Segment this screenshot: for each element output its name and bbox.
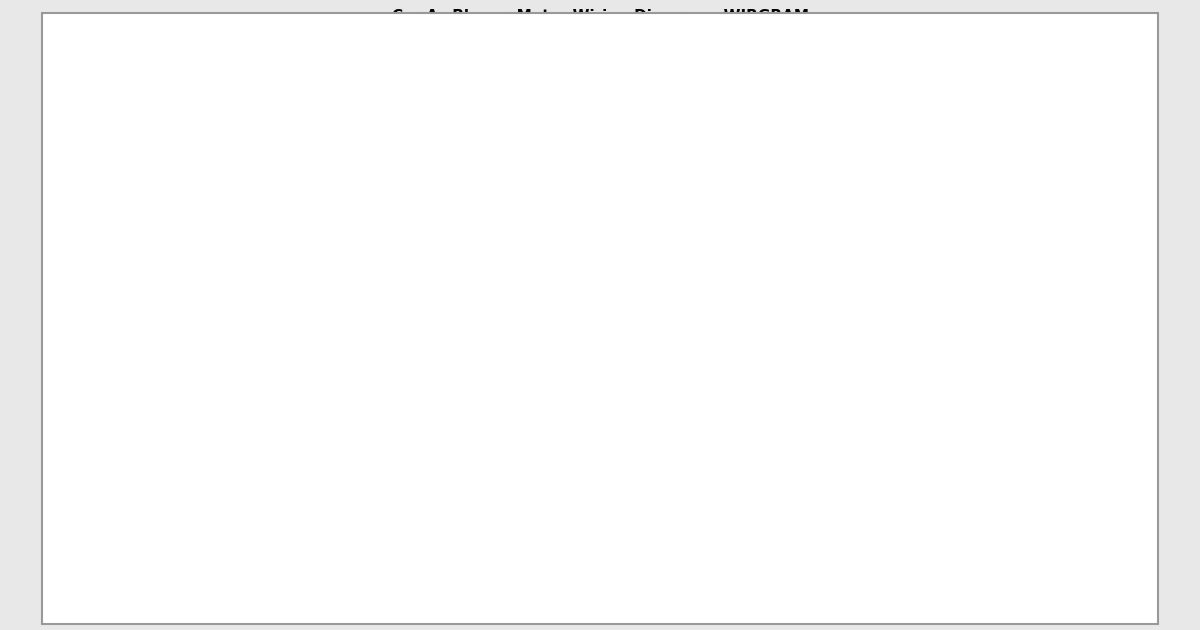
Bar	[560, 125, 576, 140]
Text: L1: L1	[355, 212, 370, 222]
Bar	[691, 422, 708, 437]
Bar	[335, 57, 454, 189]
Text: R: R	[730, 150, 739, 163]
Text: L1: L1	[511, 226, 526, 236]
Text: ELECTRIC HEATER: ELECTRIC HEATER	[721, 253, 846, 266]
Bar	[712, 77, 900, 165]
Bar	[445, 78, 461, 94]
Bar	[673, 437, 893, 559]
Bar	[880, 300, 893, 318]
Bar	[510, 203, 526, 219]
Text: L2: L2	[542, 230, 556, 240]
Bar	[520, 212, 530, 227]
Text: C: C	[460, 153, 468, 163]
Text: L2: L2	[542, 226, 556, 236]
Bar	[502, 212, 512, 227]
Text: Car Ac Blower Motor Wiring Diagram - WIRGRAM: Car Ac Blower Motor Wiring Diagram - WIR…	[391, 9, 809, 23]
Text: M4: M4	[839, 527, 857, 537]
Bar	[880, 357, 893, 375]
Bar	[346, 448, 505, 556]
Text: FAN RELAY: FAN RELAY	[388, 566, 463, 580]
Bar	[736, 559, 750, 575]
Text: THERMOSTAT: THERMOSTAT	[760, 59, 853, 72]
Text: TRANSFORMER: TRANSFORMER	[341, 38, 448, 51]
Bar	[326, 88, 342, 103]
Text: Y: Y	[848, 150, 857, 163]
Text: W: W	[806, 150, 820, 163]
Bar	[803, 97, 823, 128]
Text: SEQUENCER: SEQUENCER	[768, 482, 852, 495]
Text: L2: L2	[388, 212, 403, 222]
Bar	[499, 64, 569, 203]
Text: NO: NO	[457, 540, 478, 553]
Bar	[882, 97, 901, 128]
Text: C: C	[887, 150, 896, 163]
Bar	[673, 273, 893, 403]
Bar	[840, 422, 857, 437]
Text: G: G	[768, 150, 779, 163]
Text: L2: L2	[541, 214, 557, 224]
Bar	[370, 556, 384, 571]
Text: NC: NC	[413, 540, 431, 553]
Circle shape	[286, 259, 503, 476]
Bar	[692, 559, 706, 575]
Text: 24 VOLT: 24 VOLT	[694, 475, 704, 522]
Bar	[541, 46, 557, 64]
Bar	[401, 556, 415, 571]
Bar	[367, 481, 385, 507]
Circle shape	[684, 357, 702, 375]
Text: L1: L1	[511, 230, 526, 240]
Text: 24 VOLTS OUT: 24 VOLTS OUT	[419, 93, 428, 153]
Text: 208/240 VOLTS IN: 208/240 VOLTS IN	[360, 85, 368, 161]
Text: M1: M1	[758, 457, 778, 467]
Text: INDOOR BLOWER MOTOR: INDOOR BLOWER MOTOR	[316, 362, 472, 372]
Bar	[560, 88, 576, 103]
Text: M3: M3	[839, 457, 857, 467]
Bar	[496, 227, 538, 329]
Bar	[491, 125, 506, 140]
Bar	[814, 559, 827, 575]
Bar	[413, 481, 431, 507]
Bar	[458, 481, 476, 507]
Circle shape	[684, 300, 702, 318]
Text: C: C	[372, 540, 380, 553]
Bar	[541, 203, 557, 219]
Bar	[842, 97, 863, 128]
Text: L1: L1	[356, 214, 371, 224]
Text: M2: M2	[758, 527, 778, 537]
Text: CONTACTOR: CONTACTOR	[496, 29, 571, 39]
Bar	[491, 88, 506, 103]
Bar	[510, 46, 526, 64]
Text: 24 VOLT COIL: 24 VOLT COIL	[379, 587, 472, 600]
Bar	[775, 559, 788, 575]
Bar	[763, 97, 784, 128]
Bar	[326, 140, 342, 156]
Bar	[445, 127, 461, 143]
Bar	[760, 422, 776, 437]
Text: CAPACITOR: CAPACITOR	[542, 273, 613, 284]
Bar	[725, 97, 744, 128]
